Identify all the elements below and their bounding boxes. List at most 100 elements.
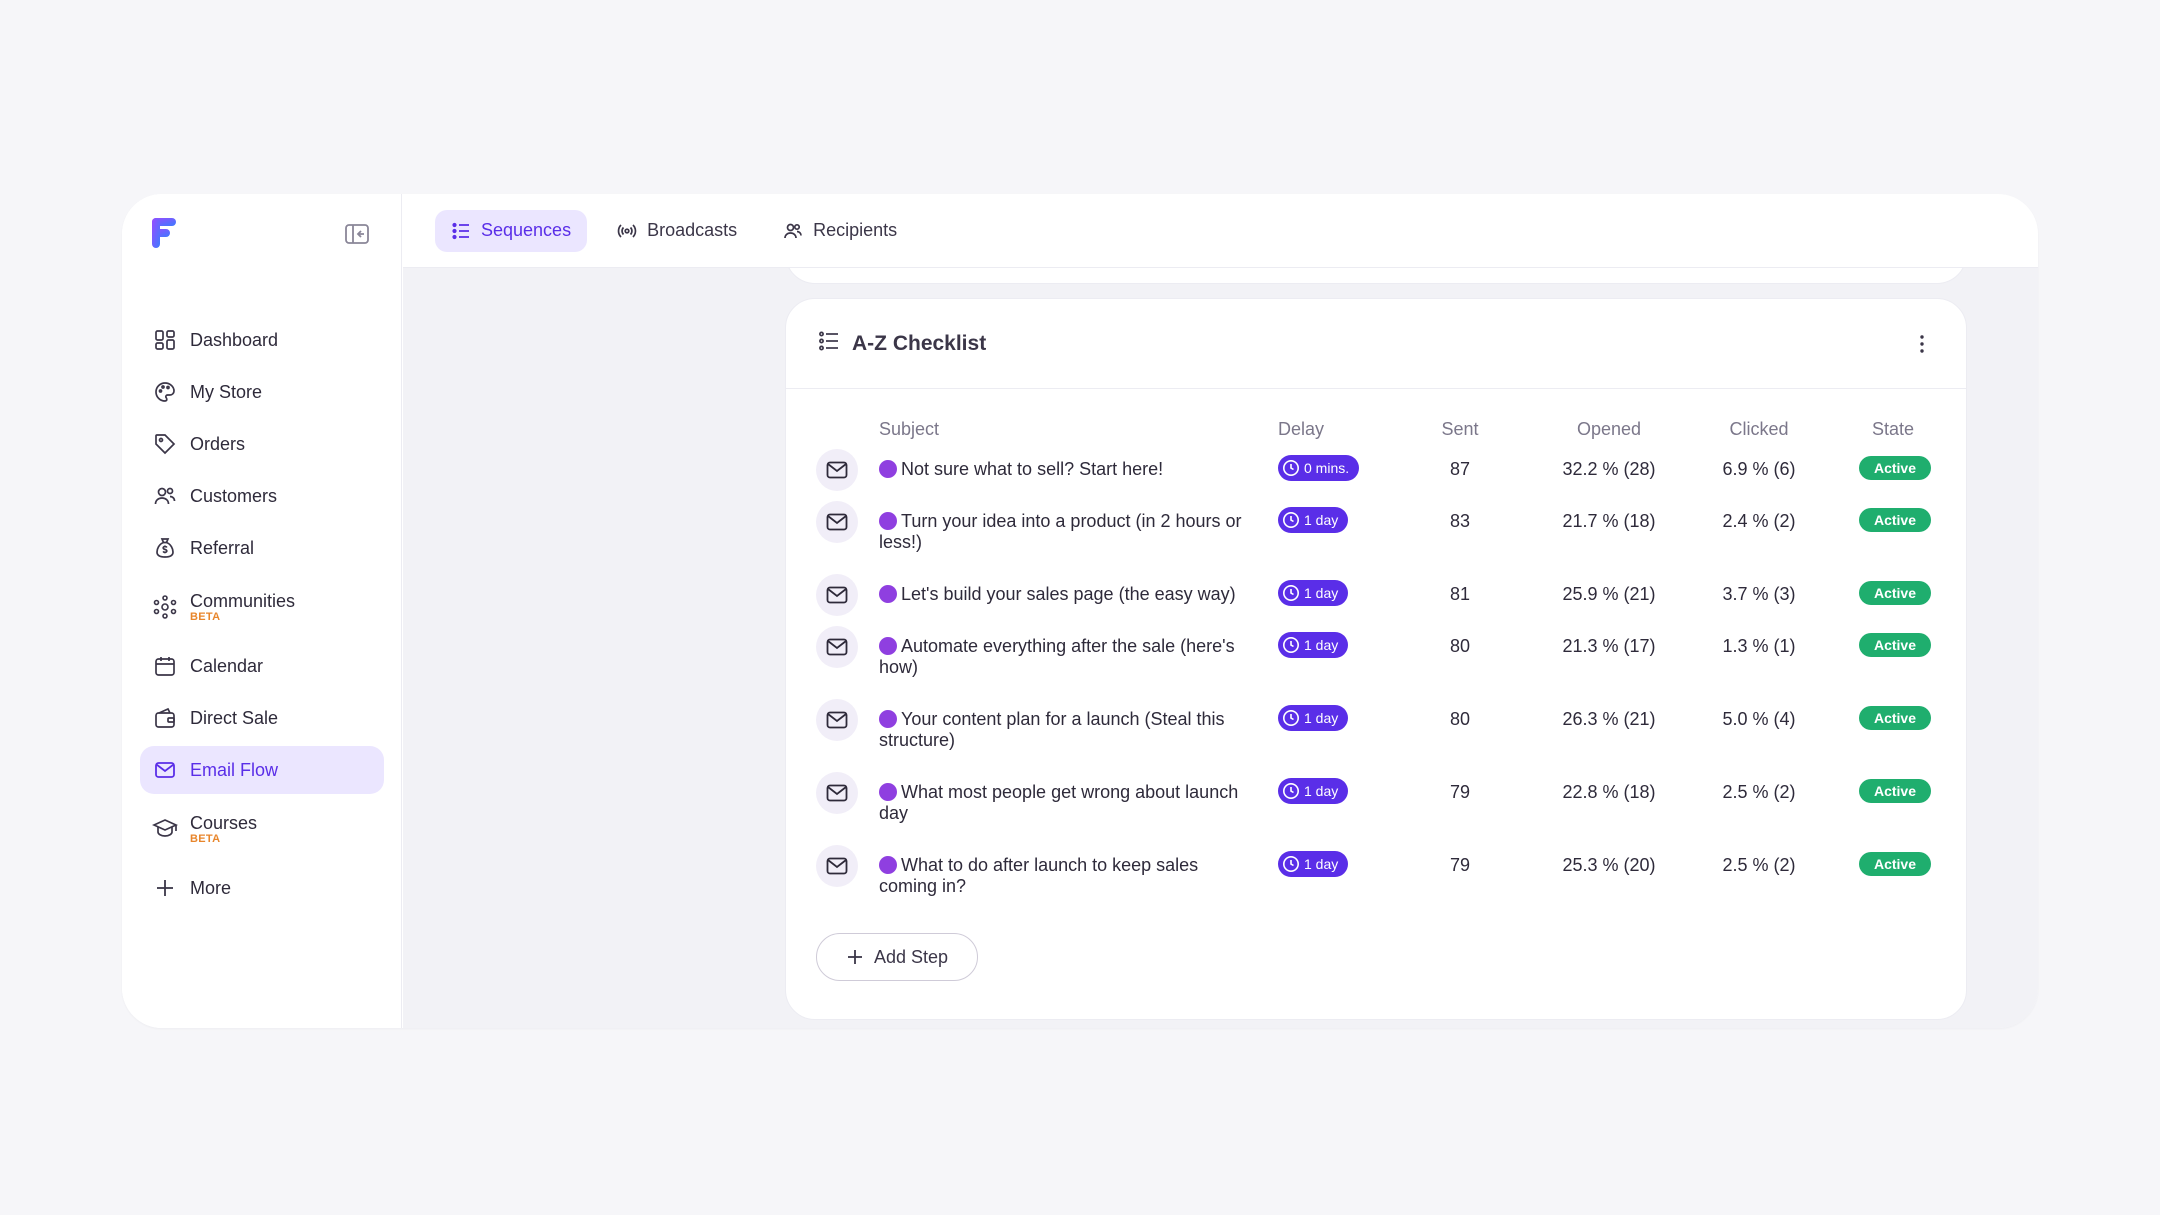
- sidebar-item-communities[interactable]: Communities BETA: [140, 576, 384, 638]
- status-badge: Active: [1859, 508, 1931, 532]
- community-icon: [152, 594, 178, 620]
- mail-icon: [816, 845, 858, 887]
- sidebar-item-more[interactable]: More: [140, 864, 384, 912]
- tab-recipients[interactable]: Recipients: [767, 210, 913, 252]
- row-sent: 87: [1449, 459, 1471, 479]
- status-badge: Active: [1859, 581, 1931, 605]
- row-subject[interactable]: Automate everything after the sale (here…: [879, 636, 1261, 678]
- sidebar-item-dashboard[interactable]: Dashboard: [140, 316, 384, 364]
- mail-icon: [816, 626, 858, 668]
- sidebar-item-email-flow[interactable]: Email Flow: [140, 746, 384, 794]
- delay-badge: 1 day: [1278, 580, 1349, 606]
- status-badge: Active: [1859, 456, 1931, 480]
- row-clicked: 6.9 % (6): [1722, 459, 1796, 479]
- sidebar-item-calendar[interactable]: Calendar: [140, 642, 384, 690]
- table-row[interactable]: What to do after launch to keep sales co…: [786, 845, 1966, 918]
- sidebar-item-label: Calendar: [190, 655, 264, 676]
- tab-broadcasts[interactable]: Broadcasts: [601, 210, 753, 252]
- row-sent: 79: [1449, 782, 1471, 802]
- app-window: Dashboard My Store Orders Customers: [122, 194, 2038, 1028]
- sidebar-item-label: Customers: [190, 485, 278, 506]
- row-subject-text: What to do after launch to keep sales co…: [879, 855, 1199, 896]
- sidebar-item-my-store[interactable]: My Store: [140, 368, 384, 416]
- delay-value: 1 day: [1304, 585, 1339, 601]
- row-clicked: 5.0 % (4): [1722, 709, 1796, 729]
- purple-circle-icon: [879, 856, 897, 874]
- delay-badge: 1 day: [1278, 778, 1349, 804]
- delay-value: 1 day: [1304, 512, 1339, 528]
- collapse-sidebar-button[interactable]: [344, 222, 370, 246]
- sequence-card-header: A-Z Checklist: [786, 299, 1966, 389]
- delay-badge: 1 day: [1278, 705, 1349, 731]
- table-row[interactable]: What most people get wrong about launch …: [786, 772, 1966, 845]
- row-clicked: 3.7 % (3): [1722, 584, 1796, 604]
- sequence-title: A-Z Checklist: [852, 331, 987, 355]
- dashboard-icon: [152, 327, 178, 353]
- add-step-button[interactable]: Add Step: [816, 933, 978, 981]
- purple-circle-icon: [879, 512, 897, 530]
- sidebar-item-customers[interactable]: Customers: [140, 472, 384, 520]
- delay-badge: 1 day: [1278, 851, 1349, 877]
- row-opened: 21.3 % (17): [1562, 636, 1656, 656]
- clock-icon: [1282, 511, 1300, 529]
- table-header: Subject Delay Sent Opened Clicked State: [786, 419, 1966, 443]
- sidebar-item-orders[interactable]: Orders: [140, 420, 384, 468]
- table-row[interactable]: Turn your idea into a product (in 2 hour…: [786, 501, 1966, 574]
- row-subject-text: Not sure what to sell? Start here!: [901, 459, 1164, 479]
- sidebar-item-label: Direct Sale: [190, 707, 279, 728]
- sidebar-item-label: Dashboard: [190, 329, 279, 350]
- sidebar-item-label: Courses: [190, 813, 258, 833]
- row-subject[interactable]: Turn your idea into a product (in 2 hour…: [879, 511, 1261, 553]
- table-row[interactable]: Let's build your sales page (the easy wa…: [786, 574, 1966, 626]
- clock-icon: [1282, 855, 1300, 873]
- logo[interactable]: [150, 216, 182, 252]
- row-sent: 80: [1449, 636, 1471, 656]
- row-opened: 32.2 % (28): [1562, 459, 1656, 479]
- column-clicked: Clicked: [1729, 419, 1789, 439]
- column-delay: Delay: [1278, 419, 1325, 439]
- mail-icon: [816, 699, 858, 741]
- purple-circle-icon: [879, 460, 897, 478]
- purple-circle-icon: [879, 710, 897, 728]
- row-subject[interactable]: Let's build your sales page (the easy wa…: [879, 584, 1261, 605]
- tab-label: Recipients: [813, 220, 898, 240]
- row-subject[interactable]: What to do after launch to keep sales co…: [879, 855, 1261, 897]
- sidebar-item-courses[interactable]: Courses BETA: [140, 798, 384, 860]
- row-sent: 80: [1449, 709, 1471, 729]
- plus-icon: [152, 875, 178, 901]
- row-sent: 79: [1449, 855, 1471, 875]
- more-options-icon[interactable]: [1910, 332, 1934, 356]
- row-clicked: 1.3 % (1): [1722, 636, 1796, 656]
- checklist-icon: [818, 330, 840, 357]
- clock-icon: [1282, 709, 1300, 727]
- row-subject-text: What most people get wrong about launch …: [879, 782, 1239, 823]
- table-row[interactable]: Not sure what to sell? Start here! 0 min…: [786, 449, 1966, 501]
- row-opened: 25.3 % (20): [1562, 855, 1656, 875]
- broadcast-icon: [617, 221, 637, 241]
- delay-value: 1 day: [1304, 710, 1339, 726]
- clock-icon: [1282, 459, 1300, 477]
- sidebar-item-referral[interactable]: Referral: [140, 524, 384, 572]
- delay-badge: 0 mins.: [1278, 455, 1360, 481]
- sidebar-item-label: Referral: [190, 537, 255, 558]
- clock-icon: [1282, 636, 1300, 654]
- delay-value: 0 mins.: [1304, 460, 1350, 476]
- table-row[interactable]: Automate everything after the sale (here…: [786, 626, 1966, 699]
- status-badge: Active: [1859, 852, 1931, 876]
- users-icon: [783, 221, 803, 241]
- row-opened: 21.7 % (18): [1562, 511, 1656, 531]
- delay-badge: 1 day: [1278, 632, 1349, 658]
- table-row[interactable]: Your content plan for a launch (Steal th…: [786, 699, 1966, 772]
- mail-icon: [816, 449, 858, 491]
- row-subject[interactable]: Not sure what to sell? Start here!: [879, 459, 1261, 480]
- row-opened: 25.9 % (21): [1562, 584, 1656, 604]
- sidebar-item-direct-sale[interactable]: Direct Sale: [140, 694, 384, 742]
- row-subject[interactable]: Your content plan for a launch (Steal th…: [879, 709, 1261, 751]
- top-tabs: Sequences Broadcasts Recipients: [403, 194, 2038, 268]
- purple-circle-icon: [879, 783, 897, 801]
- status-badge: Active: [1859, 633, 1931, 657]
- delay-badge: 1 day: [1278, 507, 1349, 533]
- row-subject[interactable]: What most people get wrong about launch …: [879, 782, 1261, 824]
- delay-value: 1 day: [1304, 637, 1339, 653]
- tab-sequences[interactable]: Sequences: [435, 209, 588, 252]
